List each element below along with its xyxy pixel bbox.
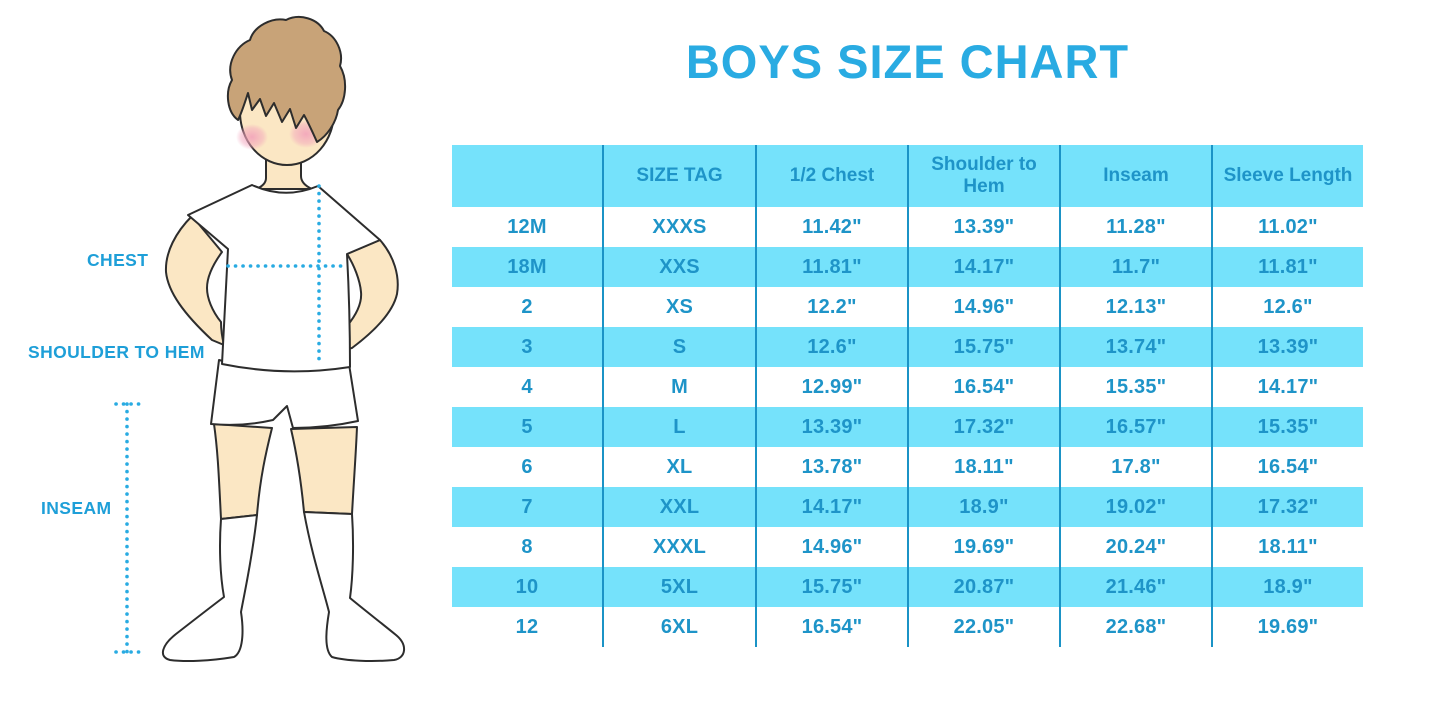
value-cell: 19.69" (909, 527, 1061, 567)
size-cell: 12M (452, 207, 604, 247)
size-cell: 6 (452, 447, 604, 487)
value-cell: XXXS (604, 207, 757, 247)
boy-tshirt (187, 184, 381, 373)
value-cell: 5XL (604, 567, 757, 607)
value-cell: 12.2" (757, 287, 909, 327)
column-header: Shoulder to Hem (909, 145, 1061, 207)
chest-label: CHEST (87, 250, 149, 270)
value-cell: 13.39" (909, 207, 1061, 247)
value-cell: 13.39" (1213, 327, 1363, 367)
value-cell: 11.7" (1061, 247, 1213, 287)
value-cell: 11.81" (757, 247, 909, 287)
size-cell: 12 (452, 607, 604, 647)
value-cell: 13.74" (1061, 327, 1213, 367)
value-cell: 16.57" (1061, 407, 1213, 447)
value-cell: 12.6" (1213, 287, 1363, 327)
boy-right-leg (290, 426, 358, 515)
boy-illustration (114, 16, 405, 662)
value-cell: 16.54" (909, 367, 1061, 407)
size-cell: 3 (452, 327, 604, 367)
size-table: SIZE TAG 1/2 Chest Shoulder to Hem Inseam Sl… (452, 145, 1363, 647)
size-cell: 10 (452, 567, 604, 607)
inseam-measure-line (114, 402, 146, 654)
size-cell: 7 (452, 487, 604, 527)
value-cell: 20.87" (909, 567, 1061, 607)
column-header-empty (452, 145, 604, 207)
size-cell: 8 (452, 527, 604, 567)
value-cell: 19.69" (1213, 607, 1363, 647)
value-cell: 13.78" (757, 447, 909, 487)
value-cell: 15.75" (757, 567, 909, 607)
boy-left-leg (213, 423, 273, 520)
value-cell: 12.13" (1061, 287, 1213, 327)
value-cell: 14.17" (1213, 367, 1363, 407)
value-cell: 18.11" (909, 447, 1061, 487)
boy-right-arm (342, 239, 399, 351)
boy-blush-left (236, 124, 268, 150)
value-cell: 14.17" (757, 487, 909, 527)
value-cell: 22.68" (1061, 607, 1213, 647)
value-cell: S (604, 327, 757, 367)
value-cell: 17.32" (1213, 487, 1363, 527)
boy-right-sock (303, 511, 405, 662)
value-cell: 12.99" (757, 367, 909, 407)
value-cell: 17.32" (909, 407, 1061, 447)
value-cell: 22.05" (909, 607, 1061, 647)
value-cell: XXXL (604, 527, 757, 567)
value-cell: 16.54" (757, 607, 909, 647)
boy-hair (226, 16, 346, 143)
value-cell: 13.39" (757, 407, 909, 447)
value-cell: 15.35" (1061, 367, 1213, 407)
value-cell: 11.81" (1213, 247, 1363, 287)
value-cell: 14.96" (757, 527, 909, 567)
value-cell: XXS (604, 247, 757, 287)
value-cell: XS (604, 287, 757, 327)
value-cell: XL (604, 447, 757, 487)
value-cell: 11.42" (757, 207, 909, 247)
value-cell: 16.54" (1213, 447, 1363, 487)
boy-left-sock (161, 514, 258, 662)
value-cell: 18.11" (1213, 527, 1363, 567)
value-cell: 17.8" (1061, 447, 1213, 487)
inseam-label: INSEAM (41, 498, 112, 518)
value-cell: 14.96" (909, 287, 1061, 327)
value-cell: 19.02" (1061, 487, 1213, 527)
size-cell: 18M (452, 247, 604, 287)
size-cell: 2 (452, 287, 604, 327)
value-cell: 20.24" (1061, 527, 1213, 567)
value-cell: XXL (604, 487, 757, 527)
figure-pane: CHEST SHOULDER TO HEM INSEAM (0, 0, 452, 723)
value-cell: 6XL (604, 607, 757, 647)
size-cell: 4 (452, 367, 604, 407)
value-cell: 15.75" (909, 327, 1061, 367)
value-cell: 18.9" (1213, 567, 1363, 607)
value-cell: 11.28" (1061, 207, 1213, 247)
column-header: Inseam (1061, 145, 1213, 207)
value-cell: 12.6" (757, 327, 909, 367)
value-cell: 14.17" (909, 247, 1061, 287)
size-cell: 5 (452, 407, 604, 447)
value-cell: L (604, 407, 757, 447)
value-cell: 11.02" (1213, 207, 1363, 247)
column-header: Sleeve Length (1213, 145, 1363, 207)
value-cell: M (604, 367, 757, 407)
page-title: BOYS SIZE CHART (685, 35, 1130, 88)
value-cell: 21.46" (1061, 567, 1213, 607)
column-header: 1/2 Chest (757, 145, 909, 207)
value-cell: 18.9" (909, 487, 1061, 527)
value-cell: 15.35" (1213, 407, 1363, 447)
shoulder-to-hem-label: SHOULDER TO HEM (28, 342, 205, 362)
column-header: SIZE TAG (604, 145, 757, 207)
